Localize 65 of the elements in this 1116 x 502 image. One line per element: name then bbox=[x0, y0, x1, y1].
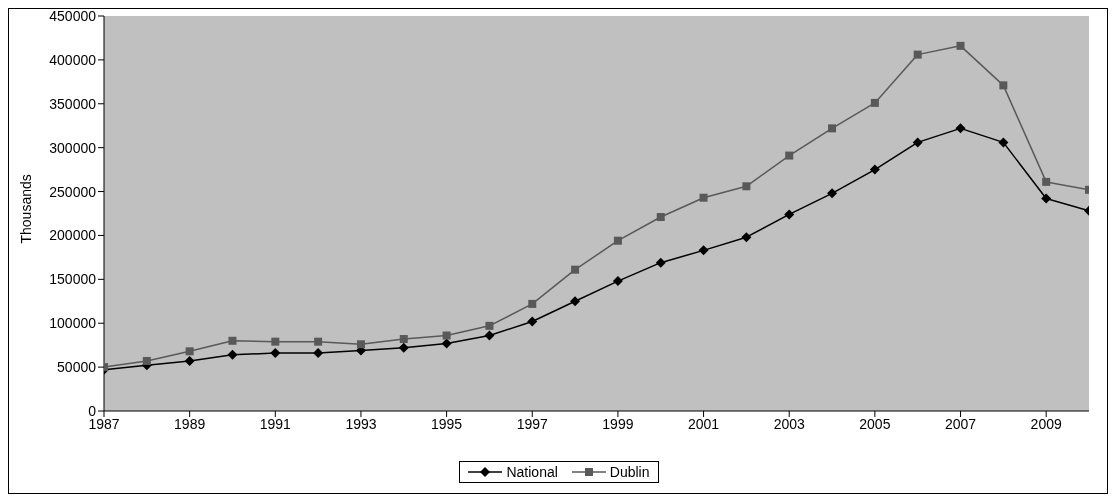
point bbox=[227, 349, 238, 360]
point bbox=[142, 356, 151, 365]
point bbox=[1041, 193, 1052, 204]
x-tick-label: 2009 bbox=[1030, 415, 1062, 432]
point bbox=[828, 124, 837, 133]
y-tick-label: 50000 bbox=[57, 359, 97, 376]
point bbox=[1042, 177, 1051, 186]
y-tick-label: 350000 bbox=[49, 95, 97, 112]
x-tick-label: 2005 bbox=[859, 415, 891, 432]
point bbox=[399, 335, 408, 344]
point bbox=[999, 81, 1008, 90]
point bbox=[528, 299, 537, 308]
point bbox=[270, 348, 281, 359]
point bbox=[442, 331, 451, 340]
legend-label: Dublin bbox=[609, 464, 650, 480]
point bbox=[785, 151, 794, 160]
point bbox=[185, 347, 194, 356]
x-tick-label: 1991 bbox=[259, 415, 292, 432]
point bbox=[485, 321, 494, 330]
x-tick-label: 2001 bbox=[687, 415, 720, 432]
point bbox=[698, 245, 709, 256]
point bbox=[741, 232, 752, 243]
point bbox=[571, 265, 580, 274]
point bbox=[314, 337, 323, 346]
x-tick-label: 1989 bbox=[174, 415, 206, 432]
point bbox=[955, 123, 966, 134]
y-tick-label: 400000 bbox=[49, 51, 97, 68]
y-tick-label: 450000 bbox=[49, 7, 97, 24]
y-tick-label: 250000 bbox=[49, 183, 97, 200]
point bbox=[484, 330, 495, 341]
point bbox=[527, 316, 538, 327]
point bbox=[956, 41, 965, 50]
point bbox=[784, 209, 795, 220]
x-tick-label: 1997 bbox=[516, 415, 549, 432]
point bbox=[441, 338, 452, 349]
point bbox=[313, 348, 324, 359]
point bbox=[655, 257, 666, 268]
point bbox=[912, 137, 923, 148]
point bbox=[742, 182, 751, 191]
y-axis-title: Thousands bbox=[17, 174, 34, 244]
x-tick-label: 1995 bbox=[431, 415, 463, 432]
point bbox=[913, 50, 922, 59]
x-tick-label: 2003 bbox=[773, 415, 805, 432]
point bbox=[271, 337, 280, 346]
point bbox=[613, 236, 622, 245]
point bbox=[356, 340, 365, 349]
y-tick-label: 150000 bbox=[49, 271, 97, 288]
y-tick-label: 300000 bbox=[49, 139, 97, 156]
y-tick-label: 100000 bbox=[49, 315, 97, 332]
point bbox=[869, 164, 880, 175]
point bbox=[656, 213, 665, 222]
x-tick-label: 1993 bbox=[345, 415, 377, 432]
point bbox=[612, 276, 623, 287]
point bbox=[827, 188, 838, 199]
x-tick-label: 1999 bbox=[602, 415, 634, 432]
point bbox=[699, 193, 708, 202]
point bbox=[570, 296, 581, 307]
point bbox=[998, 137, 1009, 148]
legend-label: National bbox=[506, 464, 558, 480]
y-tick-label: 200000 bbox=[49, 227, 97, 244]
point bbox=[228, 336, 237, 345]
point bbox=[184, 355, 195, 366]
point bbox=[398, 342, 409, 353]
point bbox=[870, 98, 879, 107]
x-tick-label: 2007 bbox=[944, 415, 977, 432]
